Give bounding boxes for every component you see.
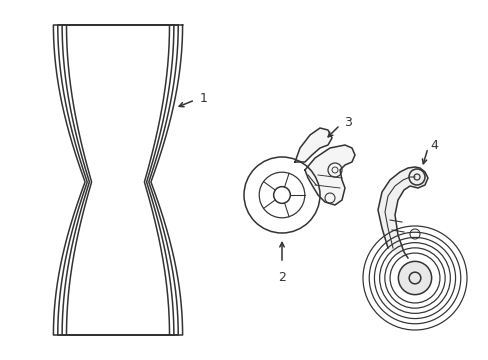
- Text: 3: 3: [343, 116, 351, 129]
- Circle shape: [398, 261, 431, 294]
- Text: 1: 1: [200, 91, 207, 104]
- Polygon shape: [377, 167, 427, 258]
- Text: 2: 2: [278, 271, 285, 284]
- Polygon shape: [294, 128, 331, 162]
- Polygon shape: [305, 145, 354, 205]
- Text: 4: 4: [429, 139, 437, 152]
